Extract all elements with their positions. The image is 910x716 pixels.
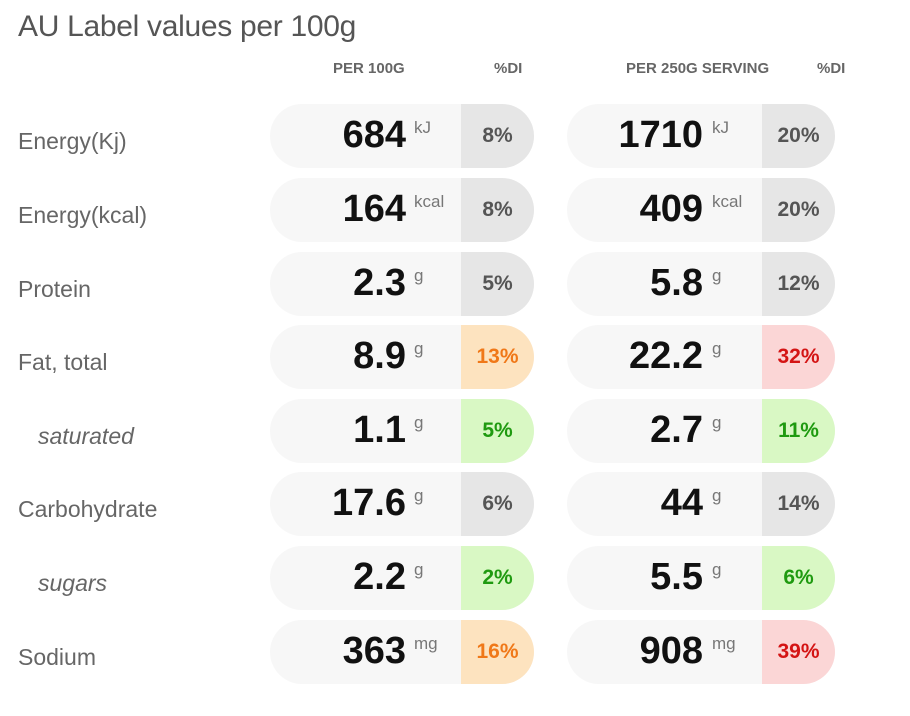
per-serving-cell: 2.7 g 11% <box>567 399 835 463</box>
nutrient-row: Sodium 363 mg 16% 908 mg 39% <box>0 620 910 684</box>
per-serving-value: 1710 <box>618 114 703 156</box>
nutrient-row: Energy(Kj) 684 kJ 8% 1710 kJ 20% <box>0 104 910 168</box>
nutrient-label: Fat, total <box>18 349 108 375</box>
per-serving-unit: g <box>712 413 722 432</box>
per-100g-value: 164 <box>342 188 406 230</box>
per-serving-unit: g <box>712 266 722 285</box>
per-serving-value: 22.2 <box>629 335 703 377</box>
per-100g-di-badge: 16% <box>461 620 534 684</box>
per-100g-value: 1.1 <box>353 409 406 451</box>
header-di-100g: %DI <box>494 60 523 77</box>
per-100g-unit: mg <box>414 634 438 653</box>
per-100g-value: 2.2 <box>353 556 406 598</box>
nutrient-label: sugars <box>38 570 108 596</box>
per-serving-di-badge: 20% <box>762 104 835 168</box>
per-serving-di-badge: 39% <box>762 620 835 684</box>
nutrient-label: Energy(Kj) <box>18 128 127 154</box>
per-100g-di-badge: 5% <box>461 252 534 316</box>
per-100g-unit: g <box>414 266 424 285</box>
per-100g-di-badge: 5% <box>461 399 534 463</box>
header-per-100g: PER 100G <box>333 60 405 77</box>
nutrient-row: Fat, total 8.9 g 13% 22.2 g 32% <box>0 325 910 389</box>
per-serving-cell: 5.5 g 6% <box>567 546 835 610</box>
per-100g-cell: 363 mg 16% <box>270 620 534 684</box>
per-100g-value: 684 <box>342 114 406 156</box>
nutrient-row: saturated 1.1 g 5% 2.7 g 11% <box>0 399 910 463</box>
per-serving-di-badge: 20% <box>762 178 835 242</box>
per-100g-unit: g <box>414 339 424 358</box>
per-100g-unit: kcal <box>414 192 445 211</box>
per-serving-unit: g <box>712 486 722 505</box>
per-100g-di-badge: 8% <box>461 104 534 168</box>
per-serving-unit: kcal <box>712 192 743 211</box>
nutrient-label: Carbohydrate <box>18 496 158 522</box>
per-serving-di-badge: 12% <box>762 252 835 316</box>
per-100g-cell: 1.1 g 5% <box>270 399 534 463</box>
header-di-serving: %DI <box>817 60 846 77</box>
per-serving-cell: 44 g 14% <box>567 472 835 536</box>
per-serving-unit: mg <box>712 634 736 653</box>
per-serving-di-badge: 11% <box>762 399 835 463</box>
per-100g-unit: kJ <box>414 118 431 137</box>
nutrient-label: Energy(kcal) <box>18 202 148 228</box>
per-100g-unit: g <box>414 413 424 432</box>
per-100g-di-badge: 2% <box>461 546 534 610</box>
per-serving-value: 908 <box>639 630 703 672</box>
page-title: AU Label values per 100g <box>18 10 357 43</box>
per-100g-cell: 2.2 g 2% <box>270 546 534 610</box>
per-100g-di-badge: 8% <box>461 178 534 242</box>
per-serving-di-badge: 32% <box>762 325 835 389</box>
per-100g-value: 17.6 <box>332 482 406 524</box>
per-100g-unit: g <box>414 486 424 505</box>
per-serving-cell: 22.2 g 32% <box>567 325 835 389</box>
per-100g-value: 2.3 <box>353 262 406 304</box>
per-serving-di-badge: 14% <box>762 472 835 536</box>
per-serving-unit: g <box>712 560 722 579</box>
header-per-serving: PER 250G SERVING <box>626 60 770 77</box>
per-serving-di-badge: 6% <box>762 546 835 610</box>
per-serving-cell: 908 mg 39% <box>567 620 835 684</box>
nutrient-row: sugars 2.2 g 2% 5.5 g 6% <box>0 546 910 610</box>
per-serving-cell: 1710 kJ 20% <box>567 104 835 168</box>
per-serving-value: 409 <box>639 188 703 230</box>
per-100g-cell: 164 kcal 8% <box>270 178 534 242</box>
per-serving-value: 2.7 <box>650 409 703 451</box>
per-100g-di-badge: 13% <box>461 325 534 389</box>
per-serving-value: 44 <box>660 482 703 524</box>
per-serving-unit: g <box>712 339 722 358</box>
nutrient-label: Sodium <box>18 644 96 670</box>
per-serving-unit: kJ <box>712 118 729 137</box>
nutrient-label: saturated <box>38 423 134 449</box>
per-100g-di-badge: 6% <box>461 472 534 536</box>
per-serving-cell: 5.8 g 12% <box>567 252 835 316</box>
nutrient-label: Protein <box>18 276 91 302</box>
per-100g-cell: 2.3 g 5% <box>270 252 534 316</box>
per-100g-cell: 17.6 g 6% <box>270 472 534 536</box>
per-serving-cell: 409 kcal 20% <box>567 178 835 242</box>
per-100g-value: 363 <box>342 630 406 672</box>
per-100g-unit: g <box>414 560 424 579</box>
per-100g-cell: 684 kJ 8% <box>270 104 534 168</box>
per-100g-cell: 8.9 g 13% <box>270 325 534 389</box>
nutrient-row: Energy(kcal) 164 kcal 8% 409 kcal 20% <box>0 178 910 242</box>
per-serving-value: 5.5 <box>650 556 703 598</box>
per-serving-value: 5.8 <box>650 262 703 304</box>
nutrient-row: Protein 2.3 g 5% 5.8 g 12% <box>0 252 910 316</box>
per-100g-value: 8.9 <box>353 335 406 377</box>
nutrient-row: Carbohydrate 17.6 g 6% 44 g 14% <box>0 472 910 536</box>
